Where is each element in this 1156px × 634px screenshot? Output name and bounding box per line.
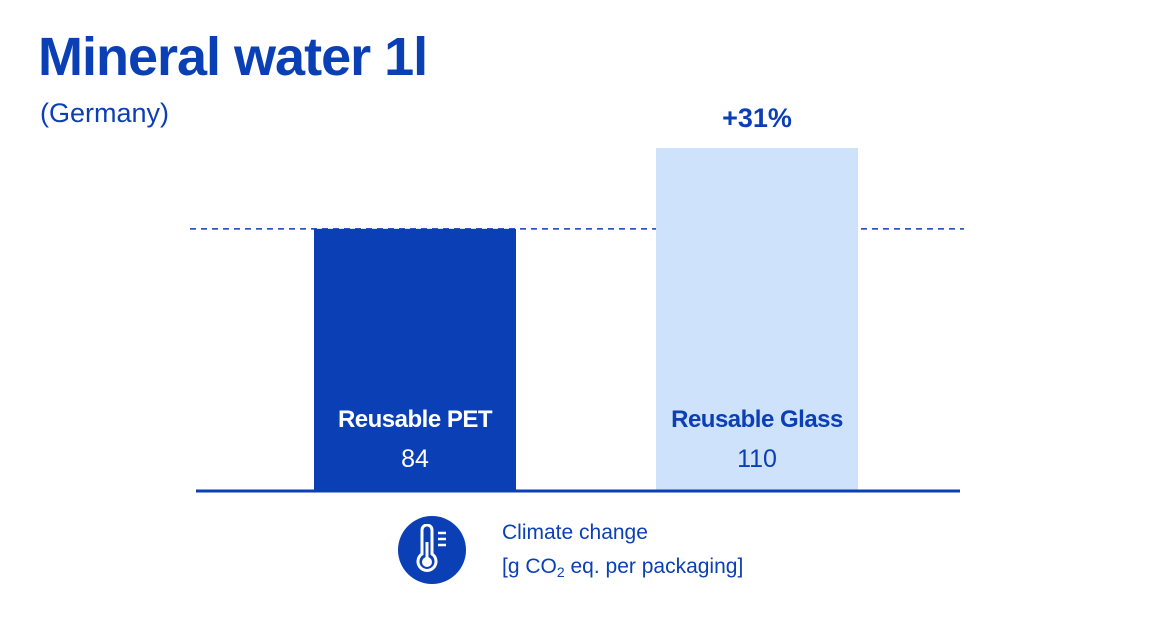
legend-text: Climate change [g CO2 eq. per packaging]	[502, 516, 743, 584]
thermometer-icon	[398, 516, 466, 584]
legend: Climate change [g CO2 eq. per packaging]	[398, 516, 743, 584]
legend-line-2: [g CO2 eq. per packaging]	[502, 555, 744, 580]
bar-category-label: Reusable PET	[338, 406, 493, 433]
bar-reusable-glass	[656, 148, 858, 490]
page-subtitle: (Germany)	[40, 98, 170, 128]
bar-reusable-pet	[314, 228, 516, 490]
bar-value-label: 110	[737, 445, 777, 473]
bar-value-label: 84	[401, 445, 429, 473]
change-annotation: +31%	[722, 103, 792, 133]
page-title: Mineral water 1l	[38, 27, 428, 87]
legend-line-1: Climate change	[502, 521, 648, 544]
bar-category-label: Reusable Glass	[671, 406, 843, 433]
